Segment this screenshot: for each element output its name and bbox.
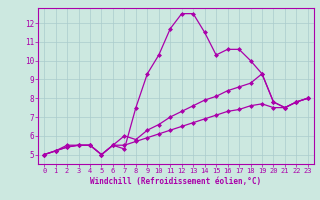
X-axis label: Windchill (Refroidissement éolien,°C): Windchill (Refroidissement éolien,°C) bbox=[91, 177, 261, 186]
